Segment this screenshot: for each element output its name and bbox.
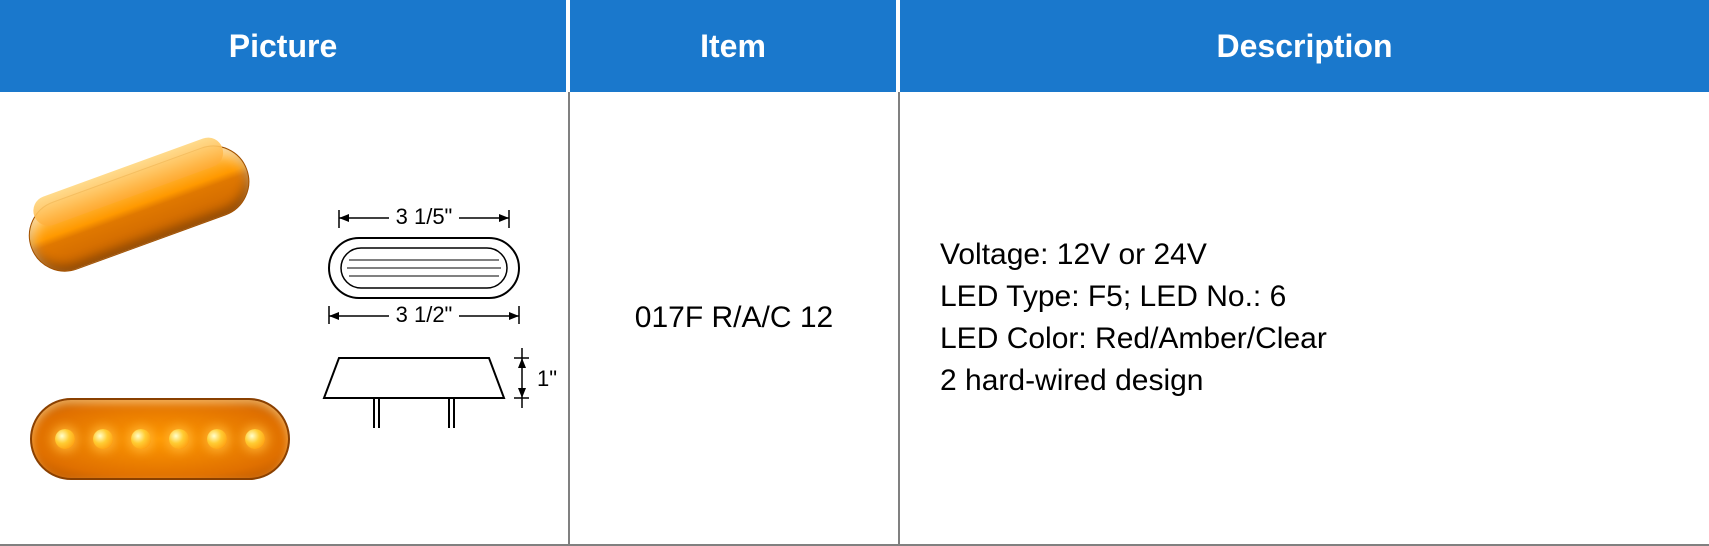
led-icon	[93, 429, 113, 449]
led-icon	[55, 429, 75, 449]
spec-table: Picture Item Description	[0, 0, 1709, 546]
diagram-side-view: 1"	[319, 348, 539, 463]
picture-content: 3 1/5"	[20, 112, 548, 524]
header-picture-label: Picture	[229, 28, 337, 65]
header-picture: Picture	[0, 0, 570, 92]
desc-line: 2 hard-wired design	[940, 360, 1689, 402]
header-item-label: Item	[700, 28, 766, 65]
product-photo-isometric	[8, 100, 301, 345]
desc-line: LED Type: F5; LED No.: 6	[940, 276, 1689, 318]
diagram-top-view: 3 1/5"	[319, 198, 519, 348]
dim-top-label: 3 1/5"	[396, 204, 453, 229]
table-header-row: Picture Item Description	[0, 0, 1709, 92]
header-description-label: Description	[1216, 28, 1392, 65]
description-block: Voltage: 12V or 24V LED Type: F5; LED No…	[920, 234, 1689, 402]
led-icon	[131, 429, 151, 449]
cell-description: Voltage: 12V or 24V LED Type: F5; LED No…	[900, 92, 1709, 546]
dim-height-label: 1"	[537, 366, 557, 391]
product-photo-front-lit	[30, 398, 290, 488]
desc-line: LED Color: Red/Amber/Clear	[940, 318, 1689, 360]
item-code: 017F R/A/C 12	[635, 301, 833, 335]
led-row	[55, 429, 265, 449]
led-icon	[245, 429, 265, 449]
led-icon	[169, 429, 189, 449]
cell-picture: 3 1/5"	[0, 92, 570, 546]
led-icon	[207, 429, 227, 449]
dimension-diagrams: 3 1/5"	[309, 168, 548, 468]
header-item: Item	[570, 0, 900, 92]
desc-line: Voltage: 12V or 24V	[940, 234, 1689, 276]
table-body-row: 3 1/5"	[0, 92, 1709, 546]
product-photos	[20, 128, 299, 508]
header-description: Description	[900, 0, 1709, 92]
cell-item: 017F R/A/C 12	[570, 92, 900, 546]
dim-bottom-label: 3 1/2"	[396, 302, 453, 327]
